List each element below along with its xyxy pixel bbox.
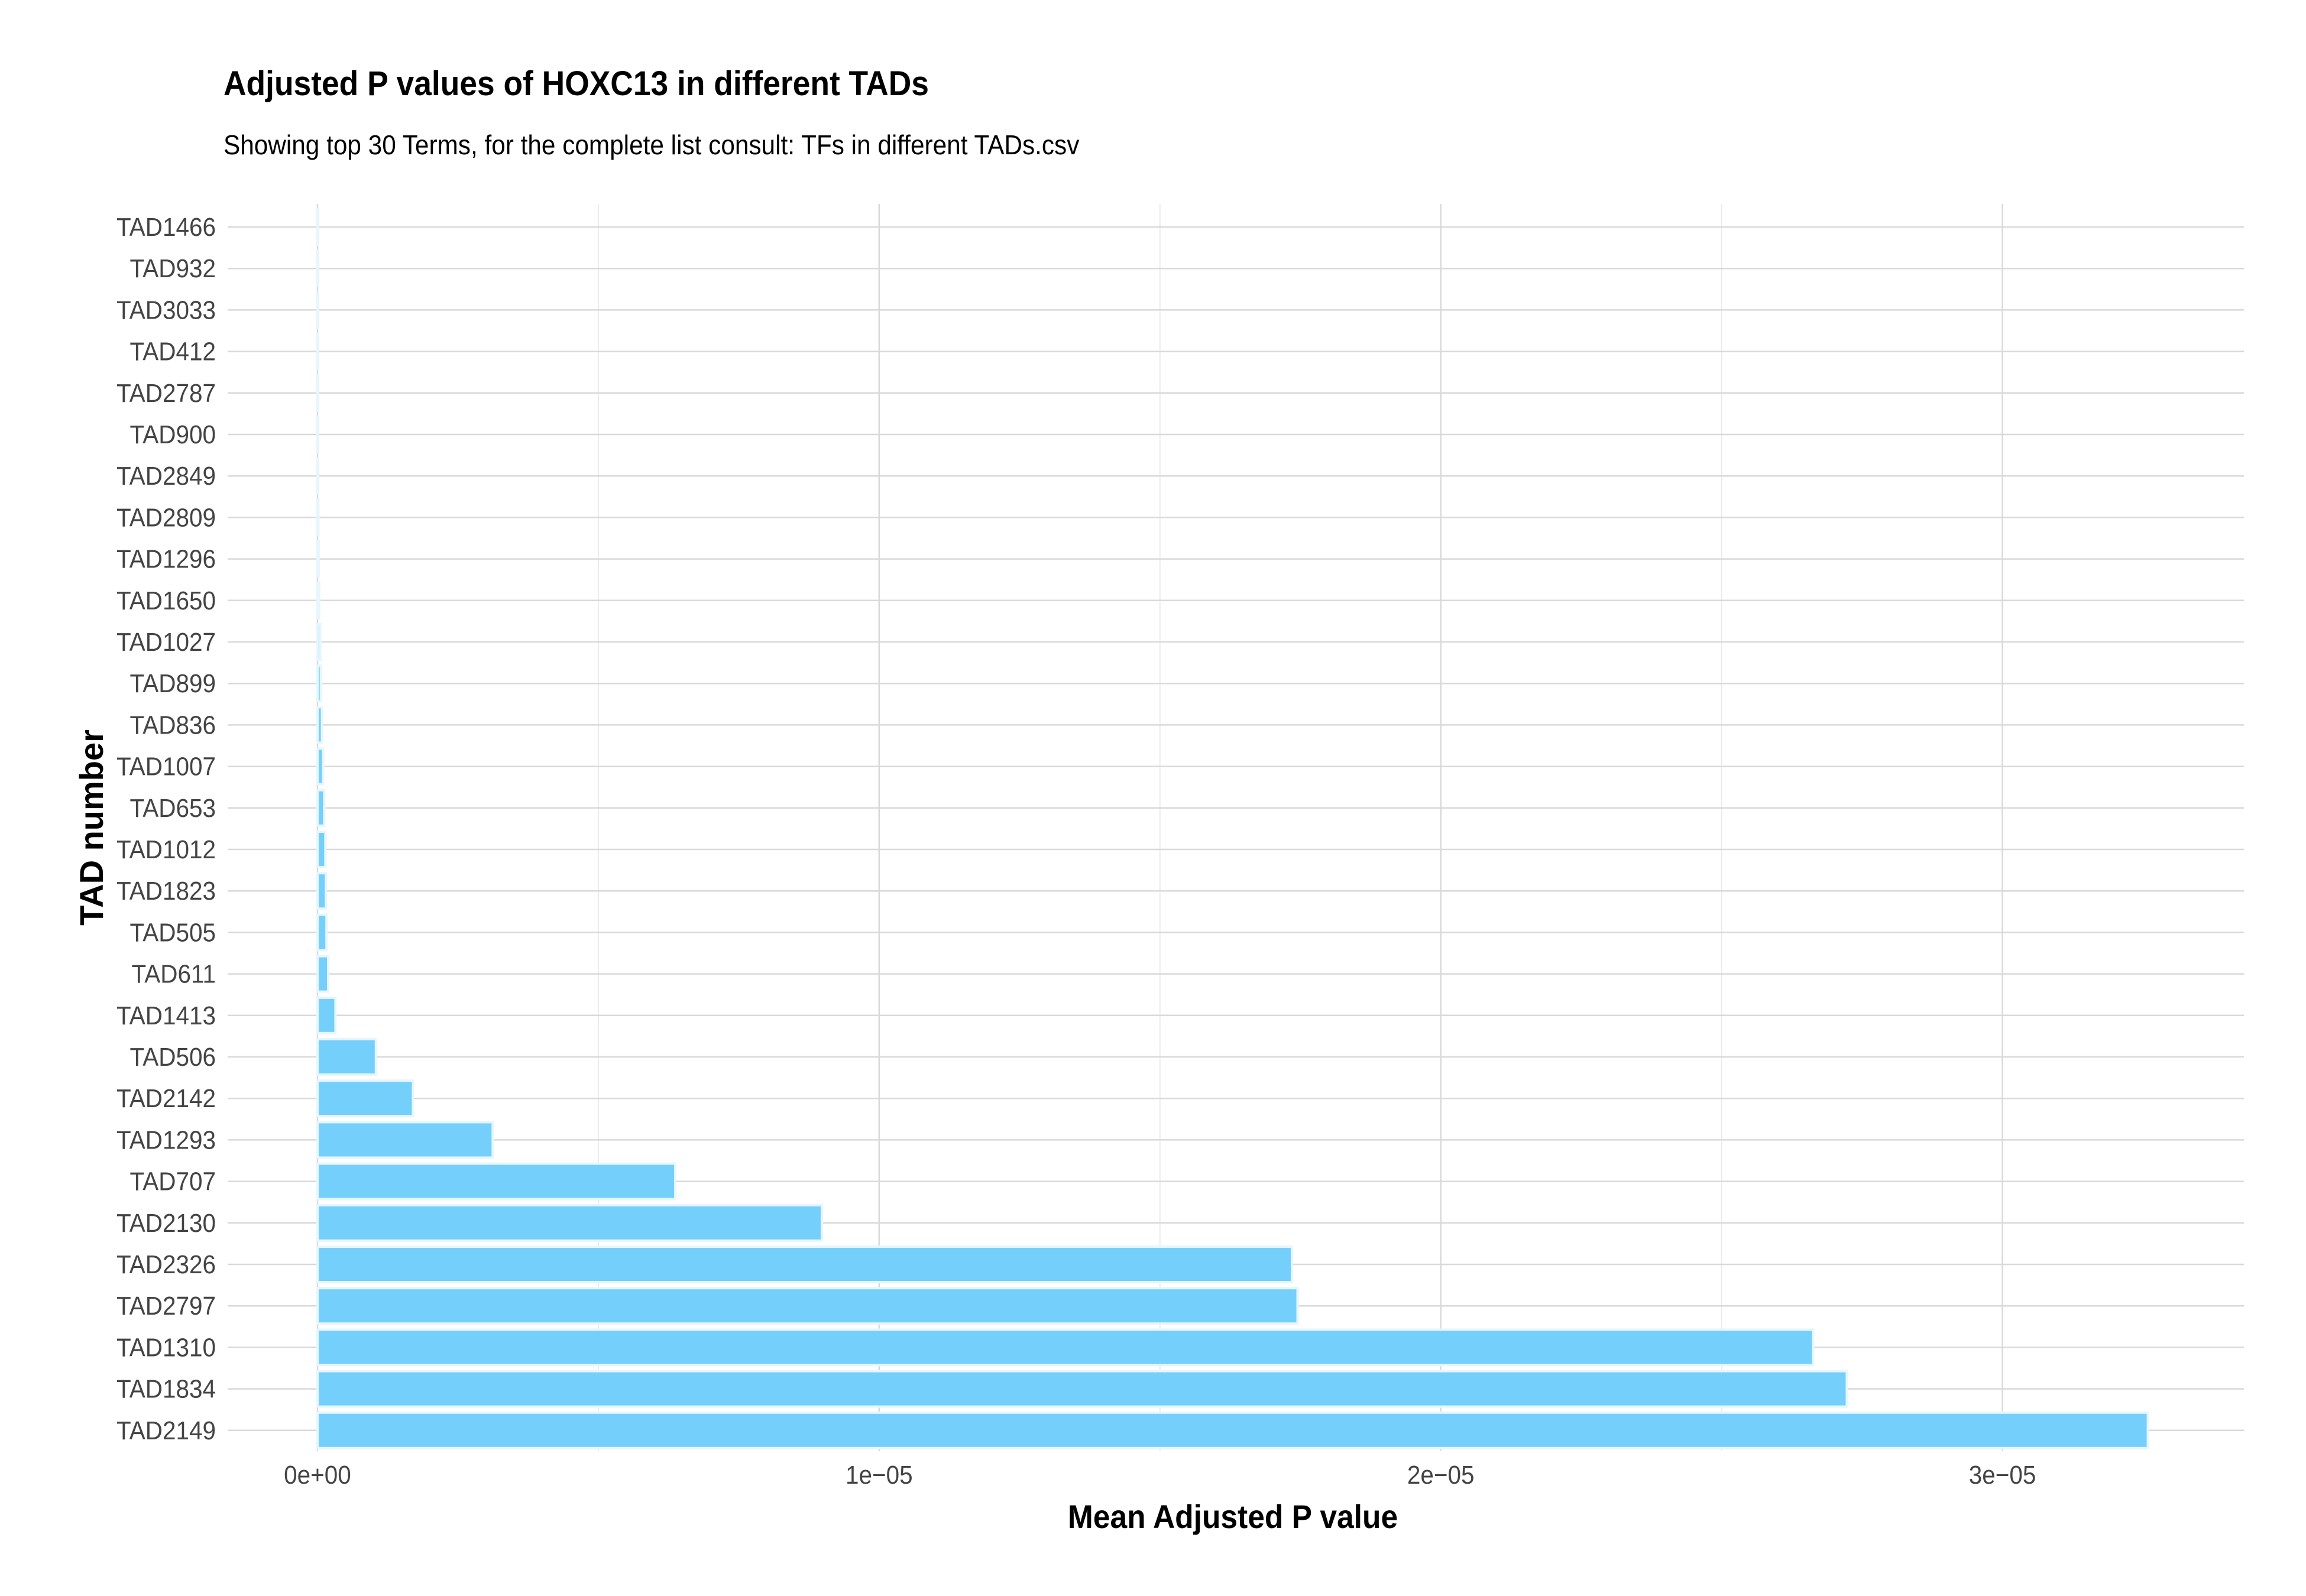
- y-tick-label: TAD2130: [116, 1208, 216, 1237]
- y-tick-label: TAD1823: [116, 877, 216, 906]
- y-tick-label: TAD1310: [116, 1333, 216, 1362]
- bar-TAD1650: [316, 581, 320, 619]
- chart-title: Adjusted P values of HOXC13 in different…: [224, 64, 929, 103]
- y-tick-label: TAD932: [130, 254, 216, 283]
- y-tick-label: TAD1466: [116, 212, 216, 241]
- y-tick-label: TAD2149: [116, 1416, 216, 1445]
- y-tick-label: TAD900: [130, 420, 216, 449]
- y-tick-label: TAD611: [132, 959, 216, 988]
- bar-TAD611: [316, 955, 330, 993]
- x-axis-title: Mean Adjusted P value: [1068, 1498, 1398, 1535]
- x-tick-label: 0e+00: [284, 1460, 351, 1489]
- y-tick-label: TAD653: [130, 793, 216, 822]
- bar-TAD1293: [316, 1121, 494, 1159]
- y-axis-title: TAD number: [73, 729, 110, 926]
- y-tick-label: TAD1650: [116, 586, 216, 615]
- bar-TAD2326: [316, 1245, 1293, 1283]
- y-tick-label: TAD506: [130, 1042, 216, 1071]
- bar-TAD1413: [316, 996, 337, 1034]
- y-tick-label: TAD412: [130, 337, 216, 366]
- y-tick-label: TAD2809: [116, 503, 216, 532]
- y-tick-label: TAD1012: [116, 835, 216, 864]
- y-tick-label: TAD1296: [116, 544, 216, 573]
- x-tick-label: 2e−05: [1407, 1460, 1475, 1489]
- bar-TAD836: [316, 706, 323, 744]
- bar-TAD1310: [316, 1328, 1815, 1367]
- y-tick-label: TAD1293: [116, 1125, 216, 1154]
- y-tick-label: TAD2849: [116, 462, 216, 491]
- y-tick-label: TAD1027: [116, 627, 216, 656]
- y-tick-label: TAD2797: [116, 1292, 216, 1321]
- bar-TAD1027: [316, 623, 322, 661]
- bar-TAD1834: [316, 1370, 1848, 1408]
- y-tick-label: TAD3033: [116, 296, 216, 325]
- bar-TAD1296: [316, 540, 320, 578]
- bar-TAD2797: [316, 1287, 1299, 1325]
- y-tick-label: TAD1007: [116, 752, 216, 781]
- bar-TAD506: [316, 1038, 377, 1076]
- y-tick-label: TAD2142: [116, 1084, 216, 1113]
- bar-TAD2142: [316, 1079, 414, 1118]
- bar-TAD2130: [316, 1204, 823, 1242]
- y-tick-label: TAD2787: [116, 378, 216, 407]
- y-tick-label: TAD899: [130, 669, 216, 698]
- bar-TAD2149: [316, 1411, 2149, 1449]
- y-tick-label: TAD2326: [116, 1250, 216, 1279]
- y-tick-label: TAD1834: [116, 1374, 216, 1403]
- bar-TAD899: [316, 664, 322, 703]
- y-tick-label: TAD836: [130, 711, 216, 739]
- y-tick-label: TAD1413: [116, 1001, 216, 1030]
- bar-TAD653: [316, 789, 326, 827]
- y-tick-label: TAD505: [130, 918, 216, 947]
- bar-TAD1012: [316, 831, 327, 868]
- y-tick-label: TAD707: [130, 1167, 216, 1196]
- bar-TAD505: [316, 913, 328, 952]
- x-tick-label: 3e−05: [1969, 1460, 2036, 1489]
- chart-subtitle: Showing top 30 Terms, for the complete l…: [224, 129, 1080, 160]
- bar-TAD1823: [316, 872, 328, 910]
- bar-TAD1007: [316, 747, 325, 786]
- x-tick-label: 1e−05: [846, 1460, 913, 1489]
- bar-TAD707: [316, 1162, 677, 1201]
